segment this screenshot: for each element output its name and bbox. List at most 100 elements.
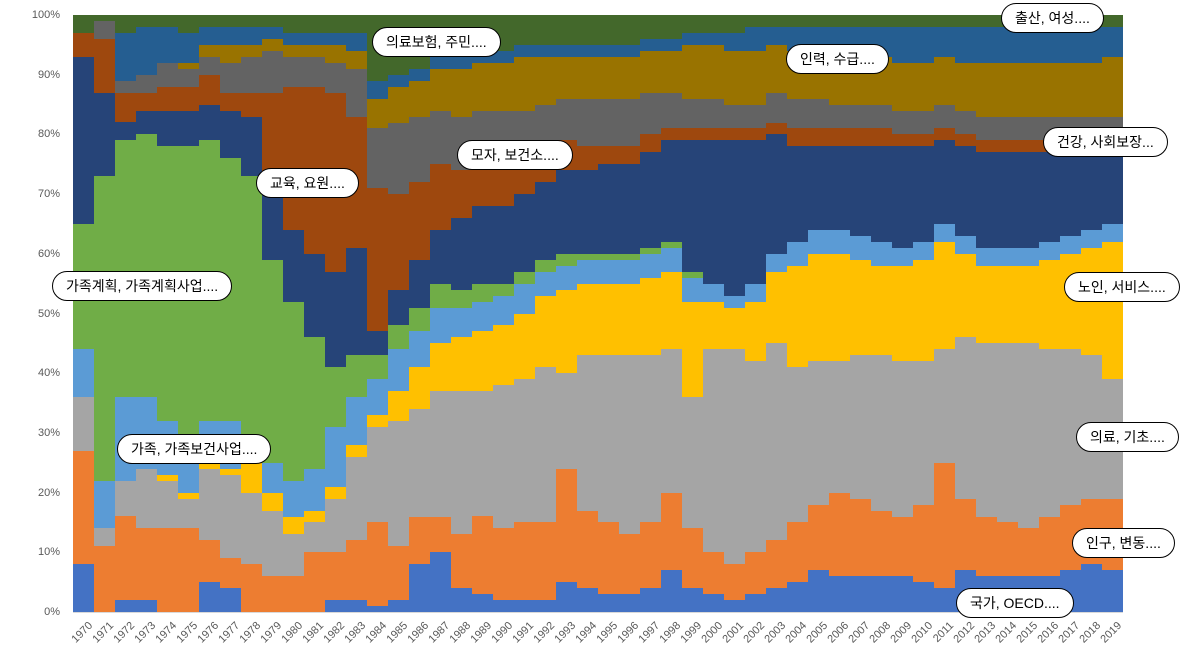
column-2006 <box>829 15 850 612</box>
bar-segment <box>661 570 682 612</box>
bar-segment <box>577 44 598 57</box>
bar-segment <box>1102 27 1123 57</box>
bar-segment <box>346 456 367 541</box>
bar-segment <box>808 15 829 28</box>
bar-segment <box>682 128 703 141</box>
bar-segment <box>220 15 241 27</box>
bar-segment <box>640 588 661 612</box>
column-1977 <box>220 15 241 612</box>
bar-segment <box>514 271 535 284</box>
bar-segment <box>262 38 283 51</box>
bar-segment <box>640 522 661 589</box>
bar-segment <box>745 128 766 141</box>
bar-segment <box>703 98 724 129</box>
bar-segment <box>598 164 619 254</box>
bar-segment <box>115 92 136 123</box>
bar-segment <box>1018 265 1039 344</box>
bar-segment <box>913 27 934 63</box>
column-1990 <box>493 15 514 612</box>
bar-segment <box>514 283 535 314</box>
bar-segment <box>934 140 955 224</box>
bar-segment <box>913 146 934 242</box>
bar-segment <box>787 15 808 27</box>
bar-segment <box>1060 349 1081 505</box>
bar-segment <box>283 32 304 45</box>
bar-segment <box>325 15 346 33</box>
bar-segment <box>514 194 535 272</box>
bar-segment <box>346 600 367 612</box>
bar-segment <box>829 253 850 362</box>
bar-segment <box>514 600 535 612</box>
bar-segment <box>1018 62 1039 117</box>
bar-segment <box>346 50 367 69</box>
bar-segment <box>745 140 766 284</box>
bar-segment <box>640 134 661 153</box>
bar-segment <box>325 32 346 45</box>
bar-segment <box>304 522 325 553</box>
bar-segment <box>325 44 346 63</box>
callout-출산-여성: 출산, 여성.... <box>1001 3 1104 33</box>
bar-segment <box>241 564 262 612</box>
bar-segment <box>640 15 661 39</box>
bar-segment <box>997 27 1018 63</box>
bar-segment <box>997 116 1018 141</box>
bar-segment <box>115 32 136 81</box>
bar-segment <box>409 80 430 117</box>
column-1987 <box>430 15 451 612</box>
bar-segment <box>556 98 577 141</box>
bar-segment <box>640 247 661 254</box>
bar-segment <box>472 62 493 111</box>
bar-segment <box>724 128 745 141</box>
bar-segment <box>430 516 451 553</box>
column-1980 <box>283 15 304 612</box>
bar-segment <box>535 600 556 612</box>
y-axis-label: 90% <box>37 68 60 81</box>
bar-segment <box>892 134 913 147</box>
bar-segment <box>1018 343 1039 529</box>
bar-segment <box>640 38 661 51</box>
bar-segment <box>745 27 766 51</box>
bar-segment <box>325 271 346 368</box>
bar-segment <box>1060 152 1081 236</box>
bar-segment <box>262 576 283 612</box>
y-axis-label: 0% <box>44 606 60 618</box>
bar-segment <box>556 265 577 290</box>
column-2012 <box>955 15 976 612</box>
bar-segment <box>682 44 703 99</box>
bar-segment <box>766 92 787 123</box>
bar-segment <box>409 409 430 517</box>
column-2013 <box>976 15 997 612</box>
callout-의료-기초: 의료, 기초.... <box>1076 422 1179 452</box>
bar-segment <box>535 182 556 260</box>
bar-segment <box>136 74 157 93</box>
bar-segment <box>787 367 808 523</box>
bar-segment <box>934 588 955 612</box>
bar-segment <box>997 343 1018 523</box>
bar-segment <box>1102 15 1123 28</box>
bar-segment <box>136 134 157 398</box>
column-2015 <box>1018 15 1039 612</box>
bar-segment <box>409 564 430 612</box>
bar-segment <box>1081 229 1102 248</box>
bar-segment <box>955 498 976 571</box>
column-2000 <box>703 15 724 612</box>
bar-segment <box>850 498 871 577</box>
bar-segment <box>367 426 388 523</box>
bar-segment <box>199 15 220 28</box>
bar-segment <box>409 182 430 260</box>
bar-segment <box>871 104 892 129</box>
bar-segment <box>976 247 997 266</box>
bar-segment <box>535 15 556 45</box>
bar-segment <box>1102 241 1123 380</box>
bar-segment <box>367 379 388 415</box>
bar-segment <box>220 92 241 111</box>
bar-segment <box>577 259 598 284</box>
bar-segment <box>304 44 325 57</box>
bar-segment <box>934 15 955 27</box>
bar-segment <box>472 391 493 517</box>
bar-segment <box>598 15 619 45</box>
bar-segment <box>451 289 472 308</box>
bar-segment <box>745 15 766 28</box>
bar-segment <box>367 128 388 189</box>
bar-segment <box>997 265 1018 344</box>
